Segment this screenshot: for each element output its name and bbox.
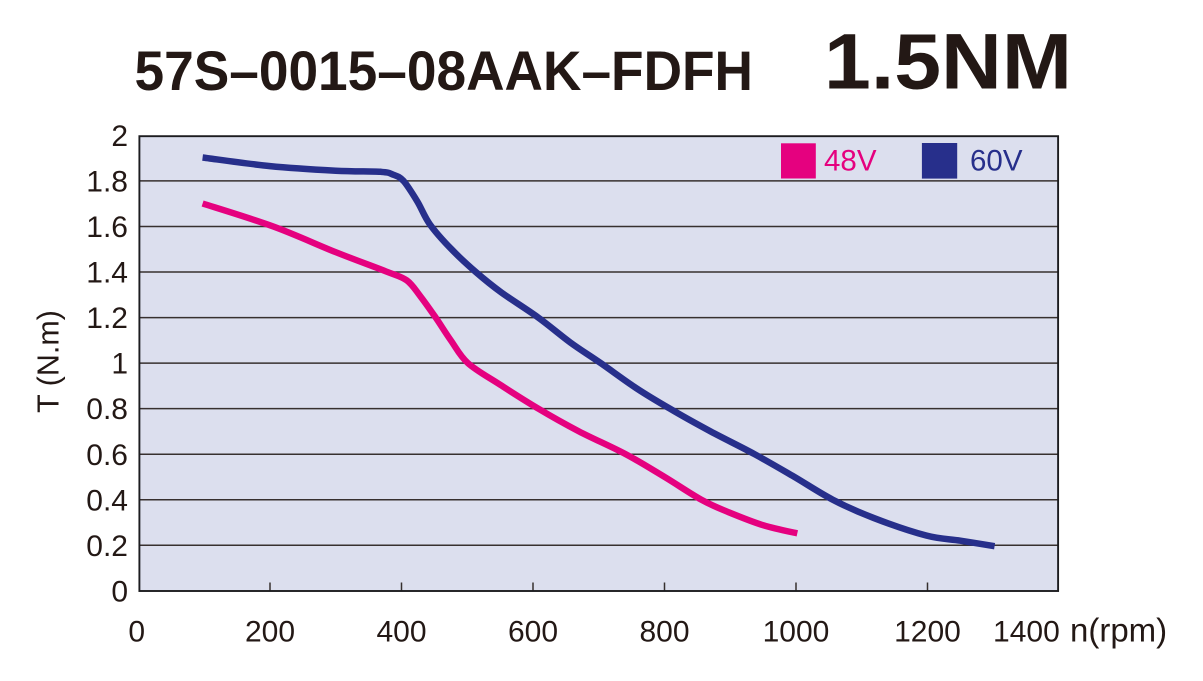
- svg-text:n(rpm): n(rpm): [1070, 612, 1167, 649]
- svg-text:0: 0: [128, 616, 145, 649]
- svg-text:0.8: 0.8: [86, 393, 128, 426]
- svg-text:2: 2: [111, 120, 128, 153]
- svg-text:1: 1: [111, 348, 128, 381]
- svg-text:1.2: 1.2: [86, 302, 128, 335]
- svg-text:1200: 1200: [894, 616, 961, 649]
- svg-text:0.6: 0.6: [86, 439, 128, 472]
- svg-text:1.6: 1.6: [86, 211, 128, 244]
- svg-text:1.5NM: 1.5NM: [824, 17, 1072, 106]
- svg-text:1000: 1000: [763, 616, 830, 649]
- svg-text:600: 600: [508, 616, 558, 649]
- svg-text:800: 800: [639, 616, 689, 649]
- svg-text:T (N.m): T (N.m): [32, 310, 66, 413]
- svg-text:400: 400: [376, 616, 426, 649]
- svg-text:1.4: 1.4: [86, 257, 128, 290]
- svg-text:0: 0: [111, 575, 128, 608]
- svg-text:0.2: 0.2: [86, 530, 128, 563]
- svg-text:200: 200: [245, 616, 295, 649]
- svg-text:1400: 1400: [993, 616, 1060, 649]
- svg-text:48V: 48V: [824, 145, 877, 178]
- svg-text:60V: 60V: [970, 145, 1023, 178]
- svg-text:57S–0015–08AAK–FDFH: 57S–0015–08AAK–FDFH: [135, 39, 754, 102]
- svg-text:0.4: 0.4: [86, 484, 128, 517]
- svg-text:1.8: 1.8: [86, 166, 128, 199]
